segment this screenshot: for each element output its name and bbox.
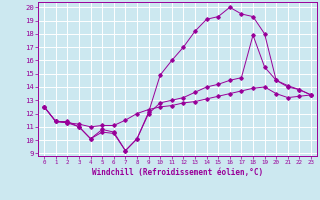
X-axis label: Windchill (Refroidissement éolien,°C): Windchill (Refroidissement éolien,°C) [92,168,263,177]
